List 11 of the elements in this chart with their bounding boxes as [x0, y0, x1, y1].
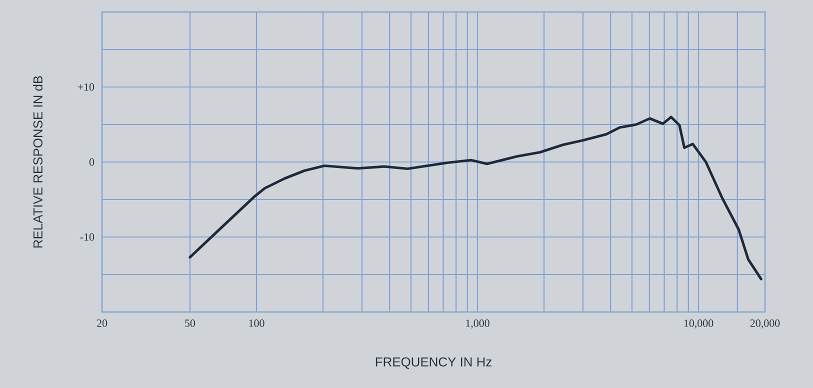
y-tick-label: -10 — [80, 233, 94, 241]
x-tick-label: 100 — [249, 320, 264, 327]
x-axis-title: FREQUENCY IN Hz — [376, 357, 492, 369]
x-tick-label: 10,000 — [684, 320, 714, 328]
y-axis-title: RELATIVE RESPONSE IN dB — [32, 76, 43, 248]
x-tick-label: 20,000 — [750, 320, 780, 328]
x-tick-label: 50 — [185, 320, 196, 327]
y-tick-label: 0 — [89, 158, 94, 166]
y-tick-label: +10 — [78, 83, 94, 91]
x-tick-label: 20 — [97, 320, 108, 327]
x-tick-label: 1,000 — [466, 320, 490, 328]
